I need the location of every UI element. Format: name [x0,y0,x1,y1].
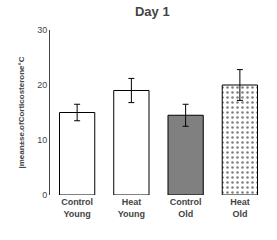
svg-text:10: 10 [37,135,47,145]
svg-text:20: 20 [37,80,47,90]
svg-text:30: 30 [37,25,47,35]
svg-text:ControlOld: ControlOld [170,197,202,219]
svg-text:0: 0 [42,190,47,200]
svg-text:Day 1: Day 1 [135,4,170,19]
svg-text:ControlYoung: ControlYoung [61,197,93,219]
svg-text:HeatYoung: HeatYoung [118,197,145,219]
svg-text:|mean±se.ofCorticosterone°C: |mean±se.ofCorticosterone°C [17,56,26,168]
svg-text:HeatOld: HeatOld [230,197,250,219]
